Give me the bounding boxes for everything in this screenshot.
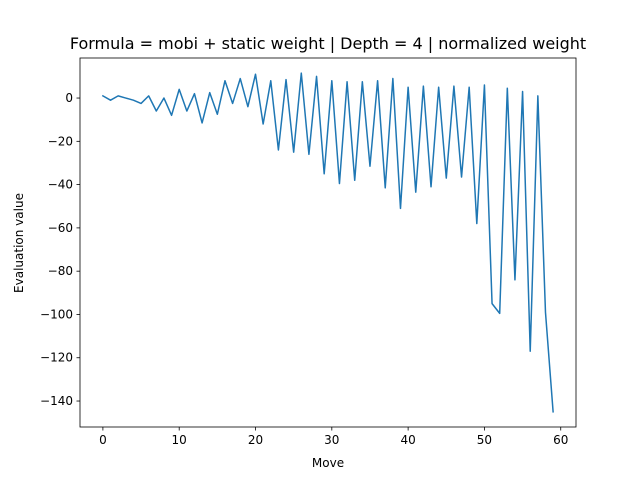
y-tick-label: −140: [40, 394, 73, 408]
chart-title: Formula = mobi + static weight | Depth =…: [70, 34, 586, 53]
y-tick-label: −40: [48, 178, 73, 192]
x-tick-label: 60: [553, 433, 568, 447]
x-axis-label: Move: [312, 456, 344, 470]
x-tick-label: 10: [172, 433, 187, 447]
series-line-0: [101, 72, 554, 413]
x-tick-label: 30: [324, 433, 339, 447]
y-tick-label: −80: [48, 264, 73, 278]
x-tick-label: 50: [477, 433, 492, 447]
y-tick-label: −60: [48, 221, 73, 235]
x-tick-label: 0: [99, 433, 107, 447]
y-tick-label: 0: [65, 91, 73, 105]
y-axis-label: Evaluation value: [12, 193, 26, 293]
x-tick-label: 40: [400, 433, 415, 447]
x-tick-label: 20: [248, 433, 263, 447]
y-tick-label: −20: [48, 134, 73, 148]
y-tick-label: −120: [40, 351, 73, 365]
plot-frame: [79, 57, 577, 428]
y-tick-label: −100: [40, 307, 73, 321]
plot-area: 0 10 20 30 40 50 60 0 −20 −40 −60 −80 −100 −120 −140: [40, 57, 577, 447]
